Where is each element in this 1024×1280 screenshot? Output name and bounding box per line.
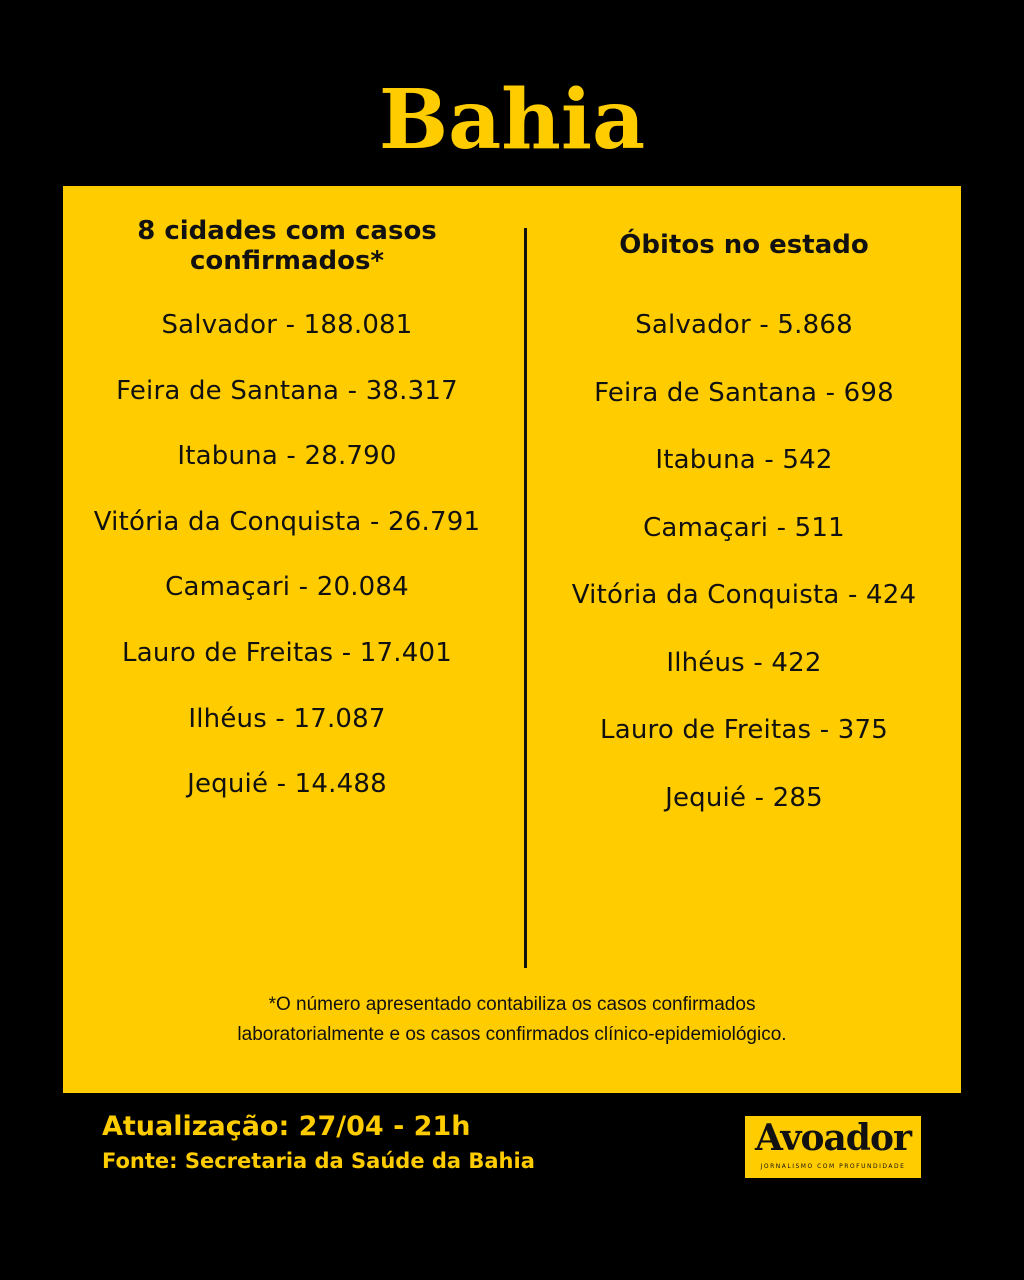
list-item: Itabuna - 542 [655, 445, 833, 475]
data-panel: 8 cidades com casos confirmados* Salvado… [63, 186, 961, 1093]
list-item: Itabuna - 28.790 [177, 441, 397, 472]
logo-tagline: JORNALISMO COM PROFUNDIDADE [760, 1163, 906, 1170]
footnote-line: *O número apresentado contabiliza os cas… [268, 994, 756, 1015]
list-item: Lauro de Freitas - 375 [600, 715, 888, 745]
list-item: Ilhéus - 422 [666, 647, 822, 678]
cases-list: Salvador - 188.081 Feira de Santana - 38… [63, 308, 511, 833]
page-title: Bahia [378, 72, 646, 168]
cases-header: 8 cidades com casos confirmados* [137, 216, 437, 276]
list-item: Camaçari - 20.084 [165, 572, 409, 603]
logo-wordmark: Avoador [755, 1117, 912, 1159]
list-item: Ilhéus - 17.087 [188, 703, 386, 734]
column-divider [524, 228, 527, 968]
deaths-list: Salvador - 5.868 Feira de Santana - 698 … [527, 308, 961, 848]
list-item: Feira de Santana - 698 [594, 377, 894, 408]
list-item: Salvador - 5.868 [635, 310, 853, 340]
list-item: Vitória da Conquista - 26.791 [93, 506, 481, 537]
list-item: Camaçari - 511 [643, 512, 845, 543]
list-item: Feira de Santana - 38.317 [116, 375, 458, 406]
footnote: *O número apresentado contabiliza os cas… [63, 990, 961, 1050]
footer-info: Atualização: 27/04 - 21h Fonte: Secretar… [102, 1108, 535, 1176]
update-timestamp: Atualização: 27/04 - 21h [102, 1111, 471, 1142]
list-item: Jequié - 14.488 [187, 769, 387, 800]
deaths-header: Óbitos no estado [619, 230, 869, 260]
list-item: Salvador - 188.081 [161, 310, 413, 340]
list-item: Jequié - 285 [665, 782, 823, 813]
list-item: Vitória da Conquista - 424 [571, 580, 917, 610]
footnote-line: laboratorialmente e os casos confirmados… [237, 1024, 787, 1045]
avoador-logo: Avoador JORNALISMO COM PROFUNDIDADE [745, 1116, 921, 1178]
source-credit: Fonte: Secretaria da Saúde da Bahia [102, 1149, 535, 1173]
list-item: Lauro de Freitas - 17.401 [122, 637, 452, 668]
